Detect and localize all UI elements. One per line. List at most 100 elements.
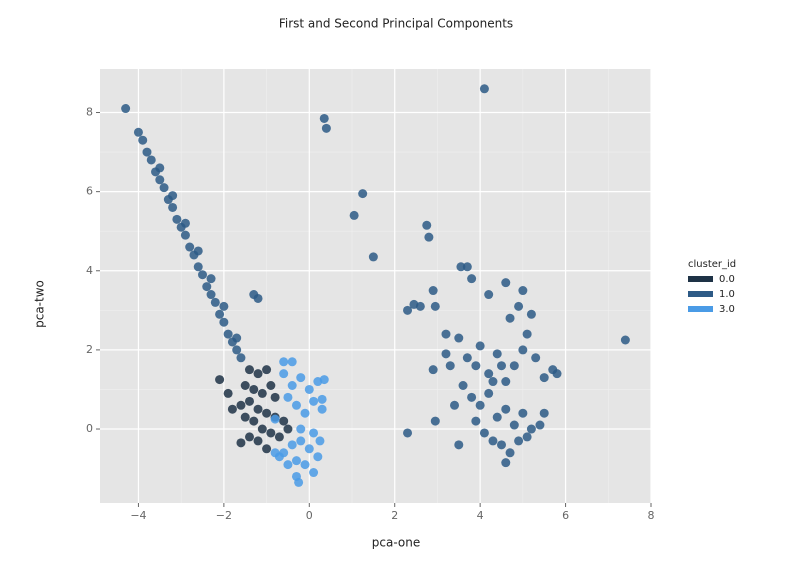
point <box>539 408 549 418</box>
point <box>300 460 310 470</box>
legend-title: cluster_id <box>688 259 736 270</box>
point <box>403 305 413 315</box>
point <box>441 329 451 339</box>
point <box>462 262 472 272</box>
point <box>193 246 203 256</box>
point <box>266 380 276 390</box>
point <box>253 293 263 303</box>
point <box>270 414 280 424</box>
point <box>270 448 280 458</box>
point <box>223 388 233 398</box>
point <box>202 282 212 292</box>
point <box>492 349 502 359</box>
point <box>206 290 216 300</box>
point <box>296 373 306 383</box>
point <box>283 460 293 470</box>
chart-title: First and Second Principal Components <box>279 17 513 31</box>
legend-label: 3.0 <box>719 304 735 315</box>
point <box>266 428 276 438</box>
point <box>193 262 203 272</box>
y-tick-label: 0 <box>86 422 93 435</box>
x-tick-label: 2 <box>391 509 398 522</box>
point <box>358 189 368 199</box>
point <box>526 309 536 319</box>
point <box>219 317 229 327</box>
point <box>349 210 359 220</box>
x-tick-label: 8 <box>648 509 655 522</box>
point <box>279 369 289 379</box>
point <box>296 424 306 434</box>
point <box>475 341 485 351</box>
legend-swatch <box>688 306 713 312</box>
point <box>319 113 329 123</box>
point <box>198 270 208 280</box>
point <box>309 396 319 406</box>
point <box>428 365 438 375</box>
legend-label: 0.0 <box>719 274 735 285</box>
point <box>279 357 289 367</box>
point <box>501 458 511 468</box>
point <box>415 301 425 311</box>
point <box>133 127 143 137</box>
point <box>467 392 477 402</box>
point <box>262 365 272 375</box>
x-tick-label: 0 <box>306 509 313 522</box>
point <box>514 436 524 446</box>
point <box>168 191 178 201</box>
point <box>488 377 498 387</box>
point <box>300 408 310 418</box>
point <box>236 438 246 448</box>
point <box>210 297 220 307</box>
point <box>257 424 267 434</box>
point <box>456 262 466 272</box>
point <box>315 436 325 446</box>
x-axis-label: pca-one <box>372 536 420 550</box>
point <box>526 424 536 434</box>
point <box>279 416 289 426</box>
point <box>428 286 438 296</box>
point <box>531 353 541 363</box>
point <box>146 155 156 165</box>
x-tick-label: 6 <box>562 509 569 522</box>
point <box>206 274 216 284</box>
point <box>294 477 304 487</box>
point <box>484 388 494 398</box>
legend-swatch <box>688 276 713 282</box>
point <box>539 373 549 383</box>
point <box>471 416 481 426</box>
legend-label: 1.0 <box>719 289 735 300</box>
point <box>450 400 460 410</box>
point <box>488 436 498 446</box>
point <box>159 183 169 193</box>
point <box>291 400 301 410</box>
point <box>462 353 472 363</box>
point <box>430 301 440 311</box>
point <box>514 301 524 311</box>
point <box>262 408 272 418</box>
point <box>168 202 178 212</box>
point <box>274 432 284 442</box>
point <box>142 147 152 157</box>
point <box>244 432 254 442</box>
point <box>368 252 378 262</box>
point <box>283 392 293 402</box>
point <box>287 357 297 367</box>
point <box>262 444 272 454</box>
point <box>236 400 246 410</box>
point <box>479 428 489 438</box>
point <box>518 408 528 418</box>
plot-panel <box>100 69 651 503</box>
point <box>430 416 440 426</box>
point <box>454 440 464 450</box>
point <box>232 345 242 355</box>
point <box>445 361 455 371</box>
point <box>249 416 259 426</box>
point <box>317 404 327 414</box>
x-tick-label: −2 <box>216 509 232 522</box>
point <box>509 420 519 430</box>
point <box>244 365 254 375</box>
point <box>454 333 464 343</box>
point <box>317 394 327 404</box>
point <box>321 123 331 133</box>
point <box>441 349 451 359</box>
